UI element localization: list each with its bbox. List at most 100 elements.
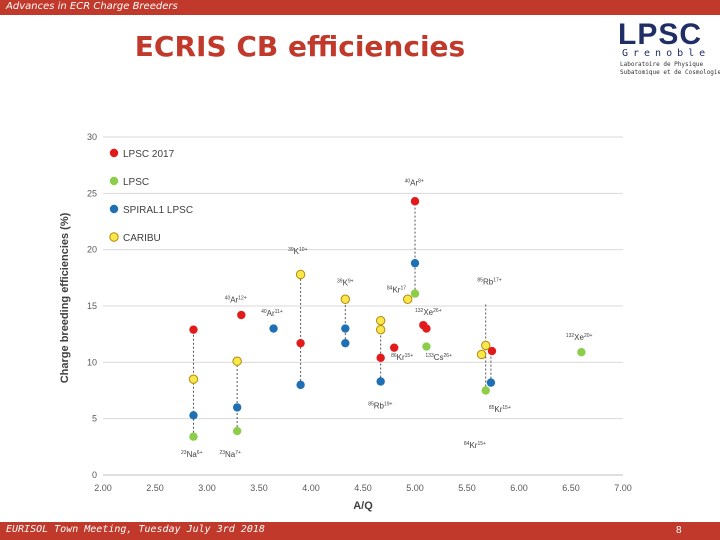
data-point-caribu: [295, 269, 306, 280]
x-tick-label: 3.50: [250, 483, 268, 493]
x-tick-label: 2.50: [146, 483, 164, 493]
isotope-charge: 6+: [197, 450, 203, 456]
y-tick-label: 0: [92, 470, 97, 480]
isotope-label: 40Ar12+: [225, 296, 247, 305]
isotope-mass: 84: [464, 441, 470, 447]
isotope-label: 40Ar11+: [261, 309, 283, 318]
isotope-mass: 23: [219, 450, 225, 456]
x-tick-label: 7.00: [614, 483, 632, 493]
legend-label: CARIBU: [123, 233, 161, 244]
isotope-mass: 133: [425, 353, 434, 359]
isotope-element: Ar: [230, 296, 238, 305]
logo-lab-line-1: Laboratoire de Physique: [620, 61, 704, 68]
isotope-charge: 15+: [405, 353, 414, 359]
isotope-mass: 40: [225, 296, 231, 302]
isotope-element: Na: [187, 450, 198, 459]
x-tick-label: 5.50: [458, 483, 476, 493]
legend-marker: [109, 176, 119, 186]
isotope-charge: 26+: [444, 353, 453, 359]
isotope-label: 23Na7+: [219, 450, 241, 459]
x-tick-label: 4.00: [302, 483, 320, 493]
data-point-caribu: [375, 315, 386, 326]
isotope-label: 84Kr15+: [464, 441, 486, 450]
isotope-element: Xe: [423, 308, 433, 317]
data-point-lpsc: [410, 289, 420, 298]
isotope-label: 84Kr17: [387, 285, 406, 294]
isotope-label: 39K10+: [288, 247, 307, 256]
data-point-lpsc-2017: [237, 310, 246, 320]
isotope-element: Ar: [267, 309, 275, 318]
data-point-caribu: [375, 324, 386, 335]
logo-letters: LPSC: [618, 18, 703, 51]
data-point-caribu: [232, 356, 242, 366]
legend-marker: [109, 204, 119, 214]
data-point-spiral1-lpsc: [296, 380, 305, 390]
y-axis-title: Charge breeding efficiencies (%): [59, 212, 71, 383]
data-point-lpsc: [189, 432, 198, 441]
data-point-spiral1-lpsc: [376, 377, 385, 386]
slide-title: ECRIS CB efficiencies: [134, 30, 466, 63]
data-point-lpsc: [577, 347, 586, 357]
x-tick-label: 6.50: [562, 483, 580, 493]
isotope-label: 40Ar8+: [405, 178, 424, 187]
isotope-mass: 40: [405, 178, 411, 184]
isotope-element: Rb: [374, 402, 385, 411]
isotope-label: 85Kr15+: [489, 405, 511, 414]
isotope-charge: 15+: [502, 405, 511, 411]
legend: LPSC 2017 LPSC SPIRAL1 LPSC CARIBU: [109, 148, 193, 244]
isotope-element: Cs: [434, 353, 444, 362]
data-point-caribu: [188, 374, 199, 384]
isotope-element: Rb: [483, 278, 494, 287]
legend-label: SPIRAL1 LPSC: [123, 205, 193, 216]
legend-label: LPSC: [123, 177, 149, 188]
data-point-lpsc-2017: [376, 353, 385, 363]
isotope-mass: 23: [181, 450, 187, 456]
isotope-charge: 7+: [235, 450, 241, 456]
isotope-mass: 85: [477, 278, 483, 284]
isotope-label: 133Cs26+: [425, 353, 452, 362]
x-tick-label: 6.00: [510, 483, 528, 493]
page-number: 8: [676, 525, 682, 536]
legend-label: LPSC 2017: [123, 149, 175, 160]
data-point-lpsc-2017: [296, 338, 305, 348]
isotope-mass: 132: [415, 308, 424, 314]
isotope-label: 85Rb19+: [368, 402, 392, 411]
isotope-charge: 9+: [348, 279, 354, 285]
isotope-label: 23Na6+: [181, 450, 203, 459]
isotope-label: 132Xe20+: [566, 333, 593, 342]
isotope-element: Kr: [494, 405, 502, 414]
isotope-charge: 20+: [584, 333, 593, 339]
data-point-spiral1-lpsc: [189, 411, 198, 420]
data-point-spiral1-lpsc: [269, 324, 278, 333]
data-point-spiral1-lpsc: [410, 258, 420, 268]
y-tick-label: 5: [92, 414, 97, 424]
logo-lab-name: Laboratoire de Physique Subatomique et d…: [620, 61, 720, 77]
isotope-element: K: [294, 247, 300, 256]
isotope-element: Kr: [469, 441, 477, 450]
isotope-charge: 17+: [493, 278, 502, 284]
data-point-spiral1-lpsc: [341, 338, 350, 348]
x-axis-title: A/Q: [353, 500, 373, 512]
isotope-element: Xe: [574, 333, 584, 342]
isotope-charge: 19+: [384, 402, 393, 408]
data-point-spiral1-lpsc: [232, 403, 242, 412]
isotope-charge: 12+: [238, 296, 247, 302]
x-tick-label: 4.50: [354, 483, 372, 493]
isotope-element: Ar: [410, 178, 418, 187]
isotope-charge: 26+: [433, 308, 442, 314]
isotope-label: 132Xe26+: [415, 308, 442, 317]
data-point-lpsc-2017: [390, 343, 399, 352]
data-point-lpsc-2017: [422, 324, 431, 333]
y-tick-label: 15: [87, 301, 97, 311]
isotope-element: Kr: [397, 353, 405, 362]
isotope-mass: 40: [261, 309, 267, 315]
isotope-mass: 85: [368, 402, 374, 408]
isotope-label: 85Rb17+: [477, 278, 501, 287]
y-tick-label: 30: [87, 132, 97, 142]
isotope-element: Na: [225, 450, 236, 459]
data-point-caribu: [403, 294, 413, 304]
isotope-charge: 15+: [477, 441, 486, 447]
logo-lab-line-2: Subatomique et de Cosmologie: [620, 69, 720, 76]
footer-meeting: EURISOL Town Meeting, Tuesday July 3rd 2…: [6, 524, 265, 535]
data-point-caribu: [340, 294, 351, 304]
